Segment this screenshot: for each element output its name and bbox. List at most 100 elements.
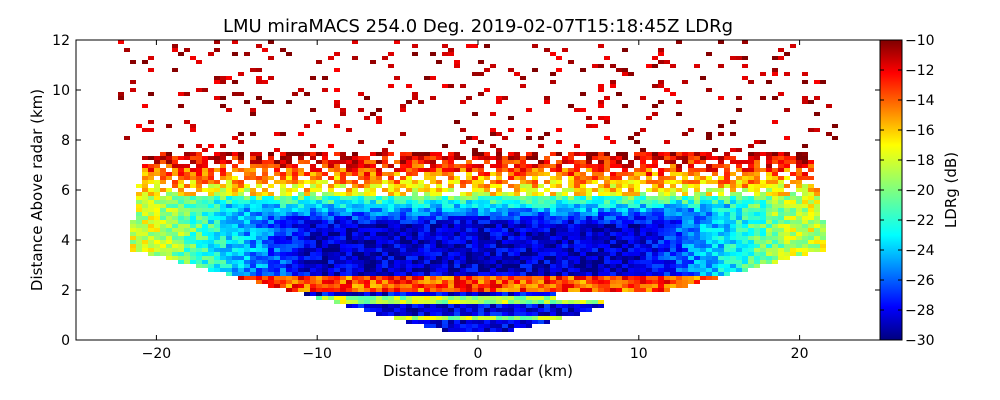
y-tick-label: 10	[52, 83, 70, 99]
heatmap-cell	[166, 196, 172, 200]
heatmap-cell	[550, 312, 556, 316]
heatmap-cell	[190, 168, 196, 172]
heatmap-cell	[670, 248, 676, 252]
heatmap-cell	[730, 56, 736, 60]
heatmap-cell	[478, 60, 484, 64]
heatmap-cell	[832, 136, 838, 140]
heatmap-cell	[472, 200, 478, 204]
heatmap-cell	[334, 272, 340, 276]
heatmap-cell	[340, 264, 346, 268]
heatmap-cell	[508, 68, 514, 72]
heatmap-cell	[406, 272, 412, 276]
heatmap-cell	[664, 208, 670, 212]
heatmap-cell	[550, 228, 556, 232]
heatmap-cell	[706, 52, 712, 56]
heatmap-cell	[682, 152, 688, 156]
heatmap-cell	[424, 228, 430, 232]
heatmap-cell	[454, 64, 460, 68]
heatmap-cell	[646, 252, 652, 256]
heatmap-cell	[148, 68, 154, 72]
heatmap-cell	[646, 236, 652, 240]
heatmap-cell	[718, 272, 724, 276]
heatmap-cell	[298, 240, 304, 244]
heatmap-cell	[520, 284, 526, 288]
heatmap-cell	[448, 216, 454, 220]
heatmap-cell	[604, 200, 610, 204]
heatmap-cell	[316, 264, 322, 268]
heatmap-cell	[712, 220, 718, 224]
heatmap-cell	[688, 208, 694, 212]
heatmap-cell	[148, 244, 154, 248]
heatmap-cell	[250, 196, 256, 200]
heatmap-cell	[376, 168, 382, 172]
heatmap-cell	[316, 120, 322, 124]
heatmap-cell	[382, 236, 388, 240]
heatmap-cell	[394, 312, 400, 316]
heatmap-cell	[658, 184, 664, 188]
heatmap-cell	[196, 176, 202, 180]
heatmap-cell	[142, 232, 148, 236]
heatmap-cell	[730, 196, 736, 200]
heatmap-cell	[328, 248, 334, 252]
heatmap-cell	[424, 208, 430, 212]
heatmap-cell	[688, 184, 694, 188]
heatmap-cell	[238, 192, 244, 196]
colorbar-label: LDRg (dB)	[942, 152, 960, 228]
heatmap-cell	[568, 304, 574, 308]
heatmap-cell	[766, 252, 772, 256]
heatmap-cell	[262, 212, 268, 216]
heatmap-cell	[712, 232, 718, 236]
heatmap-cell	[724, 152, 730, 156]
heatmap-cell	[484, 156, 490, 160]
heatmap-cell	[646, 168, 652, 172]
heatmap-cell	[532, 152, 538, 156]
heatmap-cell	[562, 240, 568, 244]
heatmap-cell	[580, 252, 586, 256]
heatmap-cell	[148, 200, 154, 204]
heatmap-cell	[190, 184, 196, 188]
heatmap-cell	[490, 240, 496, 244]
heatmap-cell	[508, 152, 514, 156]
heatmap-cell	[604, 184, 610, 188]
heatmap-cell	[628, 248, 634, 252]
heatmap-cell	[694, 188, 700, 192]
heatmap-cell	[706, 260, 712, 264]
heatmap-cell	[190, 208, 196, 212]
heatmap-cell	[136, 124, 142, 128]
heatmap-cell	[424, 248, 430, 252]
heatmap-cell	[160, 188, 166, 192]
heatmap-cell	[778, 256, 784, 260]
heatmap-cell	[580, 280, 586, 284]
heatmap-cell	[814, 232, 820, 236]
heatmap-cell	[550, 180, 556, 184]
heatmap-cell	[340, 240, 346, 244]
heatmap-cell	[580, 208, 586, 212]
heatmap-cell	[298, 256, 304, 260]
heatmap-cell	[364, 272, 370, 276]
heatmap-cell	[334, 220, 340, 224]
heatmap-cell	[394, 296, 400, 300]
heatmap-cell	[658, 236, 664, 240]
heatmap-cell	[706, 168, 712, 172]
heatmap-cell	[532, 184, 538, 188]
heatmap-cell	[784, 168, 790, 172]
heatmap-cell	[472, 112, 478, 116]
heatmap-cell	[688, 160, 694, 164]
heatmap-cell	[694, 244, 700, 248]
heatmap-cell	[622, 264, 628, 268]
heatmap-cell	[370, 260, 376, 264]
heatmap-cell	[580, 256, 586, 260]
heatmap-cell	[262, 192, 268, 196]
heatmap-cell	[610, 216, 616, 220]
heatmap-cell	[370, 112, 376, 116]
heatmap-cell	[604, 196, 610, 200]
heatmap-cell	[346, 216, 352, 220]
heatmap-cell	[256, 224, 262, 228]
heatmap-cell	[496, 300, 502, 304]
heatmap-cell	[340, 192, 346, 196]
heatmap-cell	[472, 308, 478, 312]
heatmap-cell	[232, 152, 238, 156]
heatmap-cell	[424, 276, 430, 280]
heatmap-cell	[166, 152, 172, 156]
heatmap-cell	[460, 232, 466, 236]
